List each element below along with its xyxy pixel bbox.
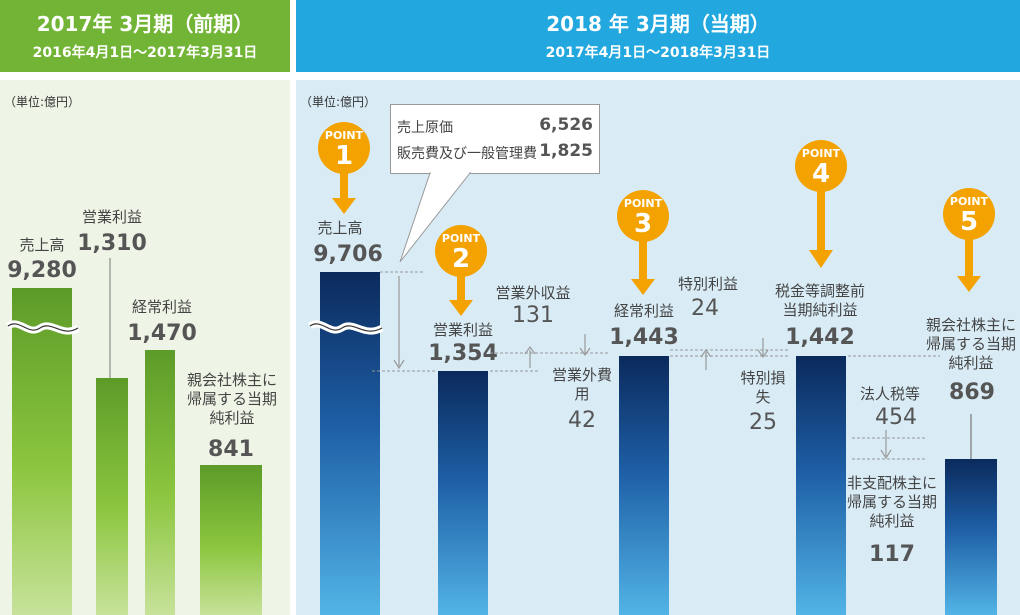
prev-period-title: 2017年 3月期（前期） [36,12,254,36]
prev-unit-label: （単位:億円） [4,95,81,109]
point-arrows [332,172,981,316]
non-op-income-label: 営業外収益 [495,284,571,302]
curr-net-profit-label: 親会社株主に帰属する当期純利益 [925,316,1016,372]
curr-period-header: 2018 年 3月期（当期） 2017年4月1日〜2018年3月31日 [296,0,1020,72]
minority-interest-value: 117 [869,542,915,567]
cost-callout: 売上原価 6,526 販売費及び一般管理費 1,825 [390,104,600,174]
curr-period-title: 2018 年 3月期（当期） [546,12,770,36]
prev-net-profit-value: 841 [208,437,254,462]
prev-net-profit-label: 親会社株主に帰属する当期純利益 [186,371,277,427]
prev-sales-label: 売上高 [19,236,65,254]
callout-tail [399,172,472,263]
curr-pretax-profit-label: 税金等調整前当期純利益 [774,282,865,319]
extraordinary-loss-label: 特別損失 [740,369,786,406]
bar-curr-net-profit [945,459,997,615]
income-tax-value: 454 [875,405,917,430]
minority-interest-label: 非支配株主に帰属する当期純利益 [846,474,937,530]
curr-ordinary-profit-label: 経常利益 [613,302,674,320]
point-2-badge: POINT 2 [435,225,487,277]
prev-period-header: 2017年 3月期（前期） 2016年4月1日〜2017年3月31日 [0,0,290,72]
point-5-badge: POINT 5 [943,188,995,240]
prev-sales-value: 9,280 [7,258,77,283]
non-op-expense-label: 営業外費用 [551,366,612,403]
curr-ordinary-profit-value: 1,443 [609,325,679,350]
curr-unit-label: （単位:億円） [300,95,377,109]
non-op-expense-value: 42 [568,408,596,433]
prev-ordinary-profit-label: 経常利益 [131,298,192,316]
bar-prev-sales [12,288,72,615]
curr-period-range: 2017年4月1日〜2018年3月31日 [545,45,771,61]
curr-sales-value: 9,706 [313,242,383,267]
curr-sales-label: 売上高 [317,219,363,237]
prev-period-range: 2016年4月1日〜2017年3月31日 [32,45,258,61]
prev-operating-profit-label: 営業利益 [81,208,142,226]
sga-label: 販売費及び一般管理費 [397,146,537,162]
point-4-badge: POINT 4 [795,140,847,192]
point-1-badge: POINT 1 [318,122,370,174]
non-op-income-value: 131 [512,303,554,328]
cost-of-sales-label: 売上原価 [397,120,453,136]
curr-operating-profit-label: 営業利益 [432,321,493,339]
cost-of-sales-value: 6,526 [539,115,593,135]
bar-prev-net-profit [200,465,262,615]
bar-curr-operating-profit [438,371,488,615]
curr-pretax-profit-value: 1,442 [785,325,855,350]
bar-curr-pretax-profit [796,356,846,615]
extraordinary-income-label: 特別利益 [677,275,738,293]
bar-prev-operating-profit [96,378,128,615]
income-tax-label: 法人税等 [859,385,920,403]
curr-net-profit-value: 869 [949,380,995,405]
bar-prev-ordinary-profit [145,350,175,615]
point-3-badge: POINT 3 [617,190,669,242]
prev-ordinary-profit-value: 1,470 [127,321,197,346]
curr-operating-profit-value: 1,354 [428,341,498,366]
extraordinary-loss-value: 25 [749,410,777,435]
bar-curr-ordinary-profit [619,356,669,615]
sga-value: 1,825 [539,141,593,161]
prev-operating-profit-value: 1,310 [77,231,147,256]
extraordinary-income-value: 24 [691,296,719,321]
